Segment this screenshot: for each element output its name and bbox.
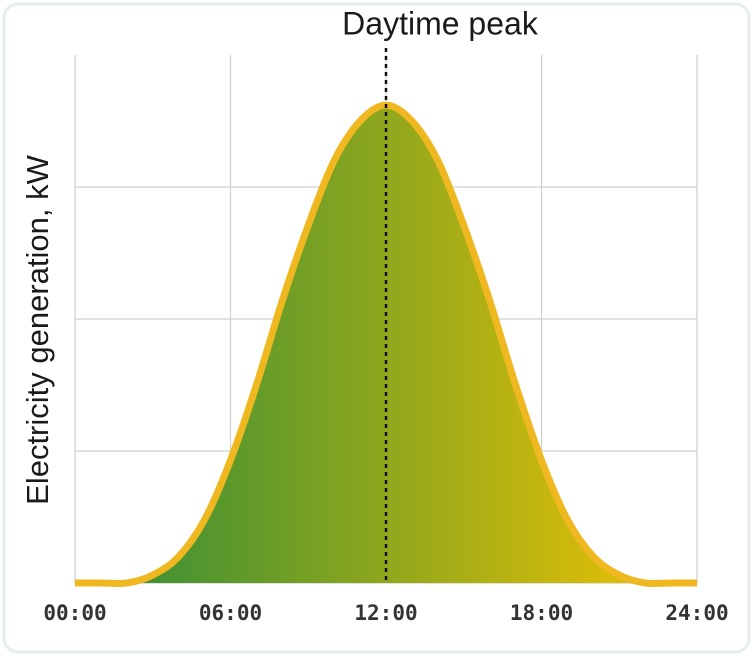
annotation-text: Daytime peak [342, 5, 539, 41]
x-tick-label: 24:00 [665, 601, 728, 625]
x-tick-label: 00:00 [43, 601, 106, 625]
y-axis-label: Electricity generation, kW [20, 154, 55, 504]
x-tick-label: 12:00 [354, 601, 417, 625]
x-tick-label: 06:00 [199, 601, 262, 625]
x-tick-label: 18:00 [510, 601, 573, 625]
